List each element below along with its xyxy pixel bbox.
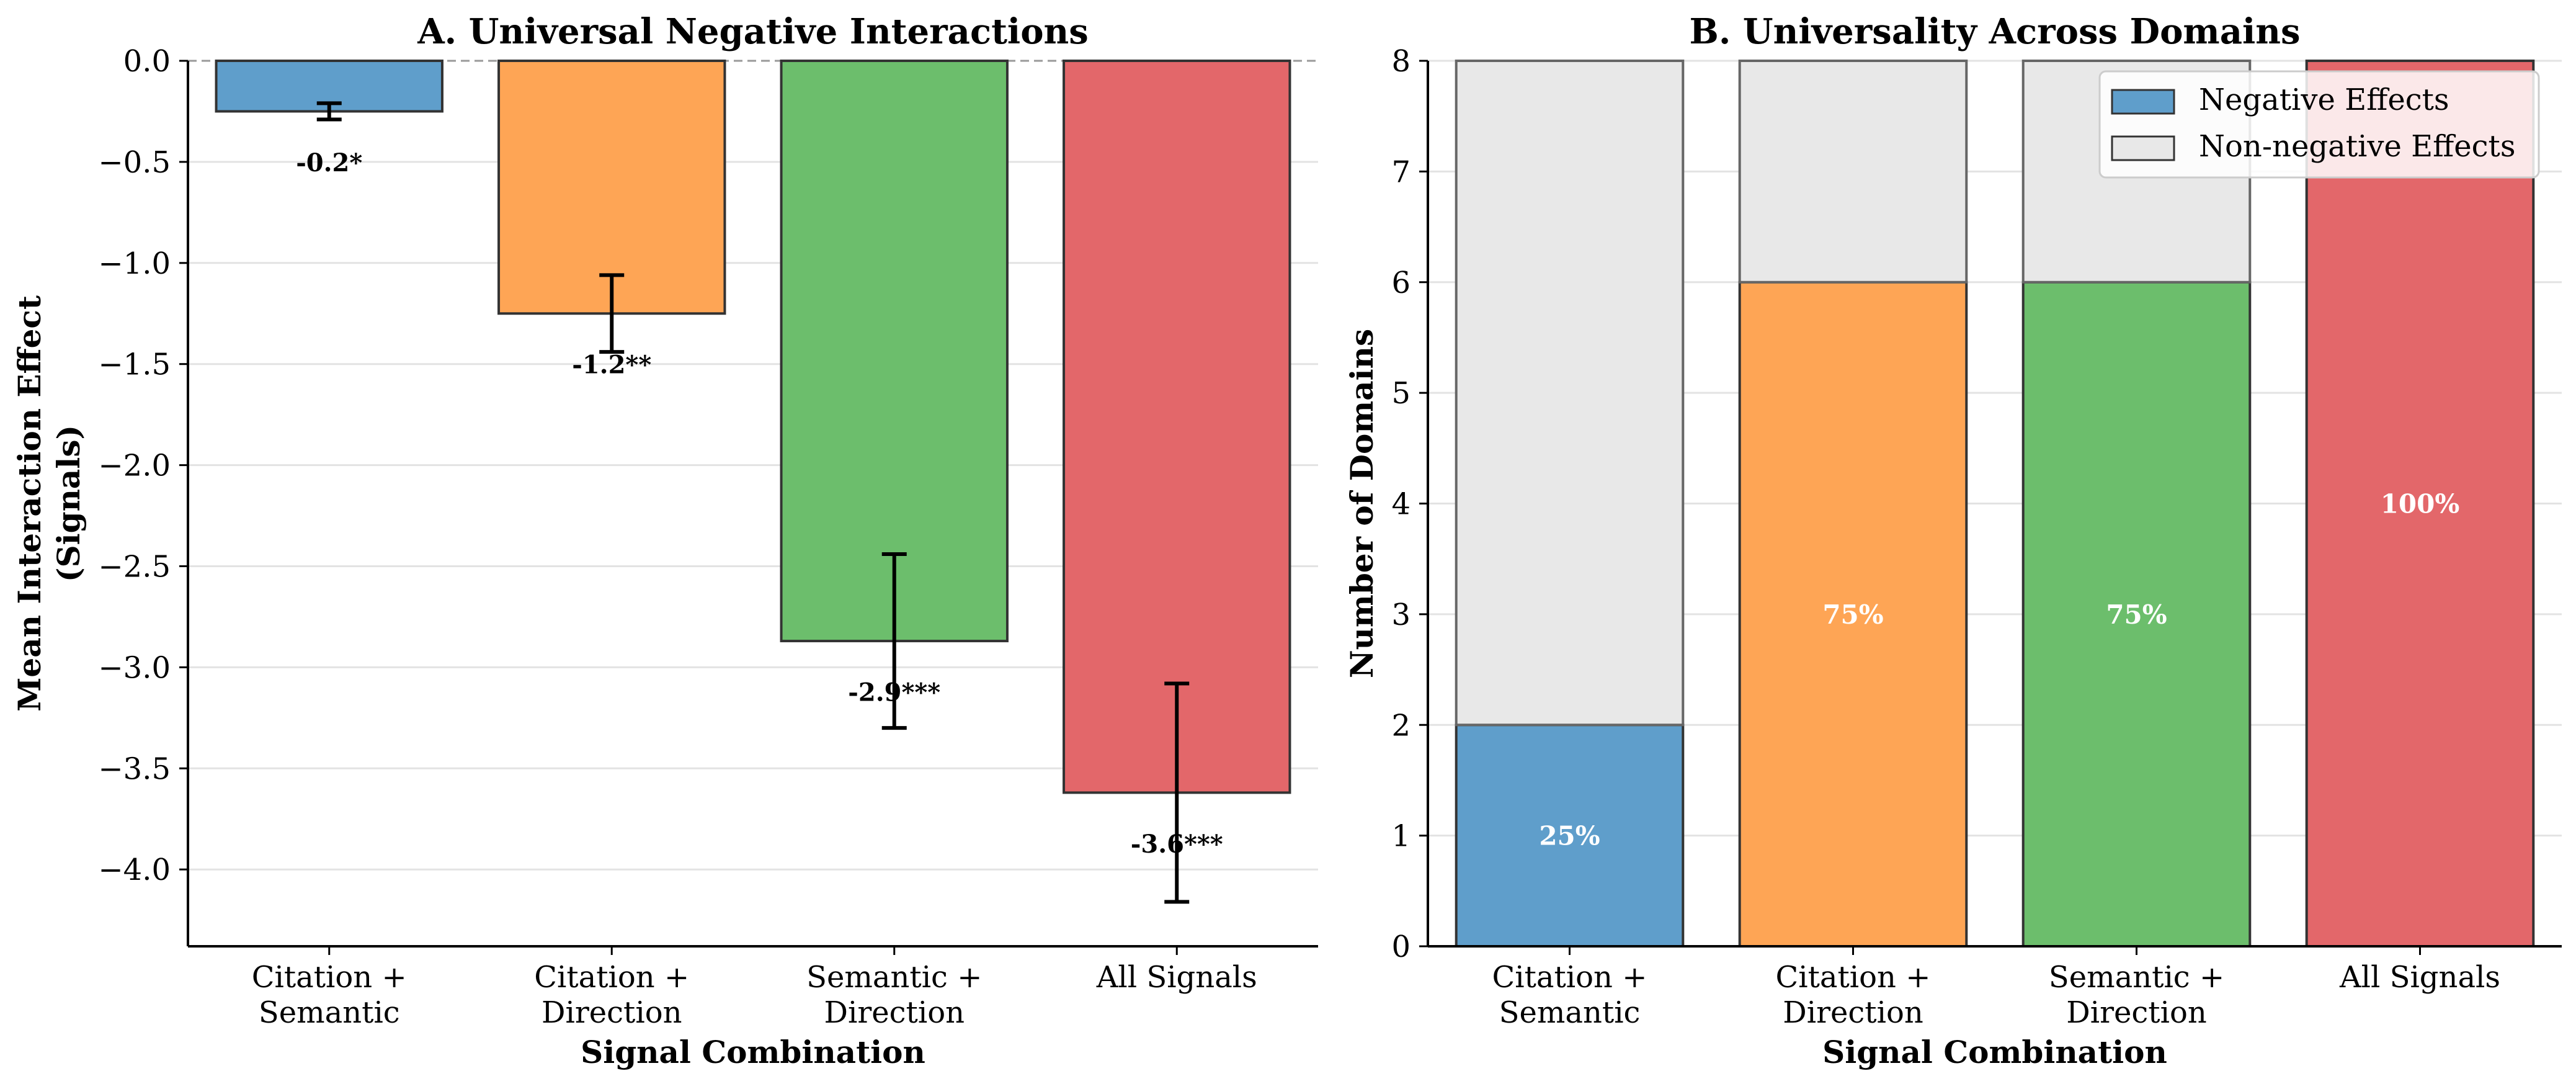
y-tick-label: −2.0 bbox=[98, 449, 171, 483]
y-tick-label: 3 bbox=[1391, 598, 1411, 632]
data-label: -0.2* bbox=[296, 148, 362, 177]
y-axis-label: Mean Interaction Effect bbox=[11, 295, 48, 712]
y-tick-label: 1 bbox=[1391, 819, 1411, 854]
y-axis-label: (Signals) bbox=[50, 425, 87, 582]
data-label: 25% bbox=[1539, 821, 1600, 851]
bar bbox=[780, 60, 1009, 643]
data-label: 100% bbox=[2381, 489, 2460, 519]
y-tick-label: −3.0 bbox=[98, 650, 171, 685]
y-tick-label: −4.0 bbox=[98, 853, 171, 887]
x-tick-label: Semantic + bbox=[2049, 960, 2224, 995]
legend-label: Negative Effects bbox=[2199, 83, 2449, 117]
y-axis-label: Number of Domains bbox=[1344, 329, 1380, 678]
y-tick-label: 6 bbox=[1391, 266, 1411, 300]
x-tick-label: Semantic bbox=[1499, 995, 1641, 1030]
bar-negative bbox=[1455, 724, 1685, 948]
bar-negative bbox=[1738, 280, 1968, 948]
x-tick-label: Semantic + bbox=[806, 960, 982, 995]
data-label: -1.2** bbox=[572, 351, 651, 380]
legend-swatch bbox=[2111, 135, 2175, 161]
bar-non-negative bbox=[1455, 60, 1685, 727]
data-label: -2.9*** bbox=[848, 678, 940, 707]
chart-title: B. Universality Across Domains bbox=[1689, 11, 2300, 52]
y-tick-label: 0 bbox=[1391, 930, 1411, 964]
y-tick-label: 5 bbox=[1391, 376, 1411, 411]
y-tick-label: −0.5 bbox=[98, 145, 171, 180]
x-tick-label: Direction bbox=[824, 995, 965, 1030]
y-tick-label: 0.0 bbox=[123, 44, 171, 79]
bar-negative bbox=[2305, 60, 2535, 948]
x-tick-label: Direction bbox=[1783, 995, 1923, 1030]
legend-swatch bbox=[2111, 89, 2175, 115]
y-tick-label: 7 bbox=[1391, 155, 1411, 189]
bar-non-negative bbox=[1738, 60, 1968, 284]
legend: Negative Effects Non-negative Effects bbox=[2098, 70, 2540, 179]
x-tick-label: All Signals bbox=[2339, 960, 2500, 995]
x-axis-label: Signal Combination bbox=[1822, 1034, 2167, 1070]
x-tick-label: Direction bbox=[2066, 995, 2207, 1030]
panel-a-chart: 0.0 −0.5 −1.0 −1.5 −2.0 −2.5 −3.0 −3.5 −4.0 -0.2*… bbox=[11, 11, 1318, 1070]
x-tick-label: Citation + bbox=[534, 960, 689, 995]
y-tick-label: 2 bbox=[1391, 708, 1411, 743]
data-label: 75% bbox=[2106, 599, 2167, 630]
x-tick-label: Citation + bbox=[252, 960, 407, 995]
x-tick-label: Semantic bbox=[259, 995, 400, 1030]
bar-negative bbox=[2021, 280, 2252, 948]
data-label: -3.6*** bbox=[1131, 830, 1223, 859]
data-label: 75% bbox=[1822, 599, 1883, 630]
legend-box bbox=[2098, 70, 2540, 179]
legend-label: Non-negative Effects bbox=[2199, 129, 2515, 164]
x-tick-label: All Signals bbox=[1096, 960, 1257, 995]
x-tick-label: Direction bbox=[541, 995, 682, 1030]
y-tick-label: −3.5 bbox=[98, 751, 171, 786]
y-tick-label: 4 bbox=[1391, 487, 1411, 522]
y-tick-label: −1.5 bbox=[98, 347, 171, 382]
chart-title: A. Universal Negative Interactions bbox=[417, 11, 1089, 52]
x-tick-label: Citation + bbox=[1492, 960, 1647, 995]
y-tick-label: −2.5 bbox=[98, 549, 171, 584]
y-tick-label: 8 bbox=[1391, 44, 1411, 79]
y-tick-label: −1.0 bbox=[98, 246, 171, 281]
x-axis-label: Signal Combination bbox=[581, 1034, 925, 1070]
x-tick-label: Citation + bbox=[1776, 960, 1931, 995]
